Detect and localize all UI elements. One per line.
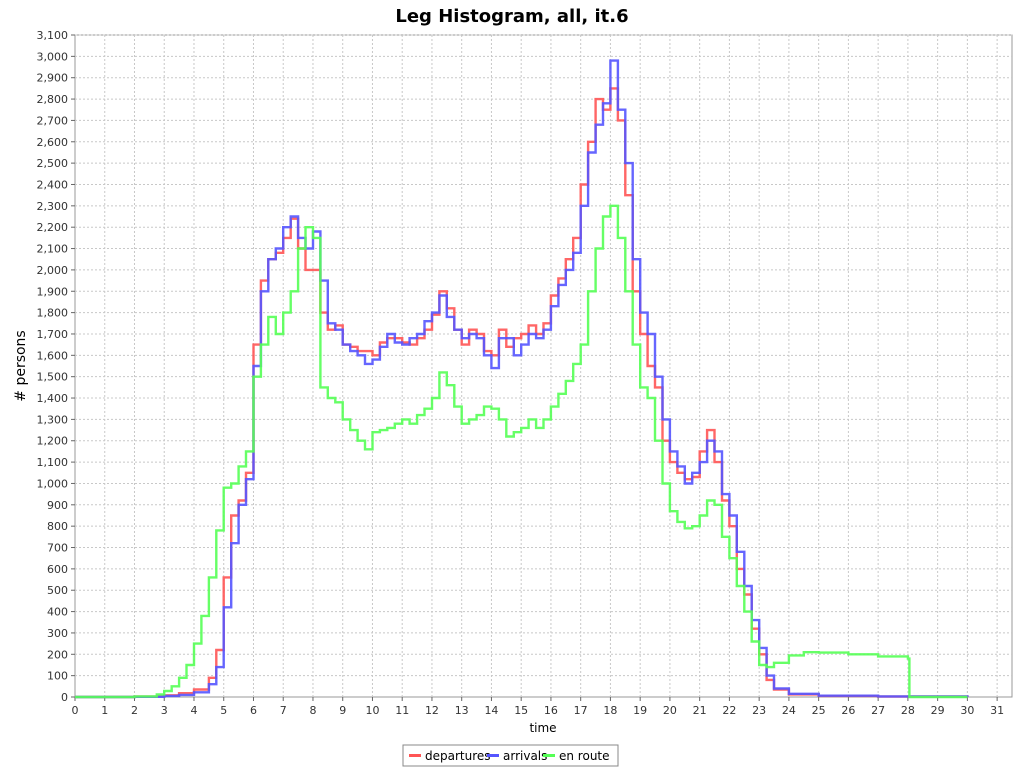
x-tick-label: 8	[309, 704, 316, 717]
x-tick-label: 0	[72, 704, 79, 717]
y-tick-label: 1,500	[37, 371, 69, 384]
legend-box	[402, 744, 619, 767]
y-tick-label: 1,400	[37, 392, 69, 405]
x-tick-label: 25	[812, 704, 826, 717]
x-tick-label: 4	[190, 704, 197, 717]
y-tick-label: 1,800	[37, 307, 69, 320]
x-tick-label: 7	[280, 704, 287, 717]
series-line-en-route	[75, 204, 968, 699]
x-tick-label: 9	[339, 704, 346, 717]
x-tick-label: 2	[131, 704, 138, 717]
y-tick-label: 2,900	[37, 72, 69, 85]
y-tick-label: 800	[47, 520, 68, 533]
y-tick-label: 3,100	[37, 29, 69, 42]
y-tick-label: 2,800	[37, 93, 69, 106]
x-tick-label: 29	[931, 704, 945, 717]
x-tick-label: 14	[484, 704, 498, 717]
legend-entry: arrivals	[503, 749, 547, 763]
y-tick-label: 1,100	[37, 456, 69, 469]
y-tick-label: 300	[47, 627, 68, 640]
x-tick-label: 28	[901, 704, 915, 717]
x-axis-label: time	[529, 721, 556, 735]
x-tick-label: 17	[574, 704, 588, 717]
plot-area	[74, 34, 1013, 698]
legend-entry: en route	[559, 749, 610, 763]
y-tick-label: 2,700	[37, 114, 69, 127]
x-tick-label: 5	[220, 704, 227, 717]
y-tick-label: 3,000	[37, 50, 69, 63]
y-tick-label: 900	[47, 499, 68, 512]
y-tick-label: 1,300	[37, 413, 69, 426]
legend: departures arrivals en route	[402, 744, 619, 767]
legend-entry: departures	[425, 749, 491, 763]
y-tick-label: 1,000	[37, 477, 69, 490]
axes: 0 1 2 3 4 5 6 7 8 9 10 11 12 13 14 15 16 17 18 19 20 21 22 23 24…	[37, 29, 1005, 717]
x-tick-label: 26	[841, 704, 855, 717]
y-tick-label: 200	[47, 648, 68, 661]
y-tick-label: 2,200	[37, 221, 69, 234]
x-tick-label: 18	[603, 704, 617, 717]
y-tick-label: 1,700	[37, 328, 69, 341]
x-tick-label: 20	[663, 704, 677, 717]
y-tick-label: 1,600	[37, 349, 69, 362]
y-tick-label: 2,400	[37, 178, 69, 191]
x-tick-label: 3	[161, 704, 168, 717]
y-tick-label: 2,600	[37, 136, 69, 149]
y-axis-label: # persons	[13, 330, 29, 401]
x-tick-label: 27	[871, 704, 885, 717]
y-tick-label: 2,300	[37, 200, 69, 213]
y-tick-label: 1,900	[37, 285, 69, 298]
y-tick-label: 1,200	[37, 435, 69, 448]
x-tick-label: 6	[250, 704, 257, 717]
x-tick-label: 21	[693, 704, 707, 717]
x-tick-label: 10	[365, 704, 379, 717]
y-tick-label: 400	[47, 606, 68, 619]
y-tick-label: 600	[47, 563, 68, 576]
x-tick-label: 30	[960, 704, 974, 717]
x-tick-label: 22	[722, 704, 736, 717]
x-tick-label: 11	[395, 704, 409, 717]
x-tick-label: 13	[455, 704, 469, 717]
chart-title: Leg Histogram, all, it.6	[395, 6, 628, 27]
x-tick-label: 15	[514, 704, 528, 717]
x-tick-label: 12	[425, 704, 439, 717]
series-line-arrivals	[75, 59, 969, 699]
x-tick-label: 16	[544, 704, 558, 717]
series-layer	[75, 59, 969, 699]
y-tick-label: 0	[61, 691, 68, 704]
x-tick-label: 31	[990, 704, 1004, 717]
y-tick-label: 2,100	[37, 243, 69, 256]
x-tick-label: 23	[752, 704, 766, 717]
x-tick-label: 19	[633, 704, 647, 717]
x-tick-label: 1	[101, 704, 108, 717]
y-tick-label: 100	[47, 670, 68, 683]
y-tick-label: 2,500	[37, 157, 69, 170]
x-tick-label: 24	[782, 704, 796, 717]
y-tick-label: 2,000	[37, 264, 69, 277]
y-tick-label: 700	[47, 542, 68, 555]
y-tick-label: 500	[47, 584, 68, 597]
